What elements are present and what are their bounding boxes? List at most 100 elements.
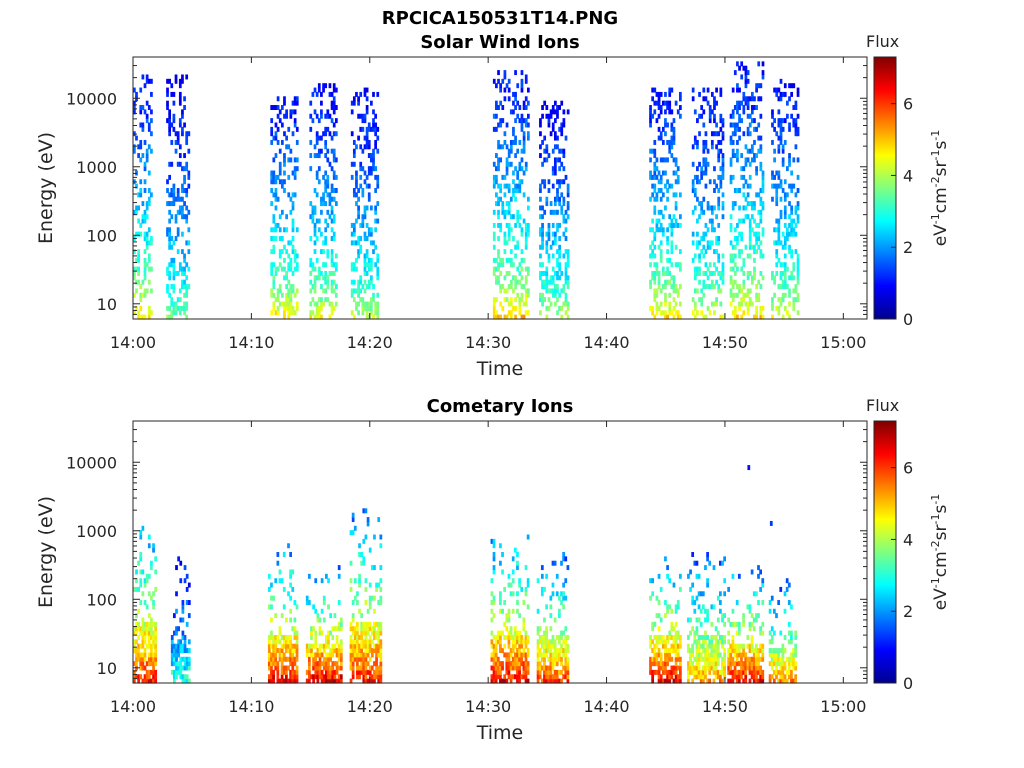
flux-cell (516, 600, 519, 605)
flux-cell (697, 652, 701, 658)
flux-cell (147, 188, 151, 193)
flux-cell (173, 630, 176, 636)
flux-cell (719, 126, 723, 132)
flux-cell (285, 639, 288, 645)
flux-cell (520, 122, 524, 128)
flux-cell (172, 257, 176, 263)
flux-cell (672, 170, 676, 176)
flux-cell (147, 573, 151, 579)
flux-cell (516, 665, 519, 671)
flux-cell (285, 144, 288, 150)
flux-cell (545, 648, 548, 654)
flux-cell (367, 305, 371, 311)
flux-cell (518, 297, 522, 303)
flux-cell (790, 270, 794, 276)
flux-cell (777, 174, 781, 180)
flux-cell (499, 196, 503, 202)
flux-cell (505, 626, 509, 632)
flux-cell (133, 310, 136, 316)
flux-cell (326, 253, 330, 259)
flux-cell (311, 297, 315, 303)
flux-cell (547, 305, 551, 311)
flux-cell (310, 674, 313, 680)
flux-cell (330, 100, 334, 106)
flux-cell (272, 678, 275, 684)
flux-cell (547, 222, 551, 228)
flux-cell (272, 262, 276, 268)
flux-cell (516, 240, 520, 246)
flux-cell (714, 639, 718, 645)
flux-cell (349, 621, 353, 627)
flux-cell (708, 270, 712, 276)
flux-cell (666, 236, 669, 241)
flux-cell (713, 118, 716, 124)
flux-cell (507, 188, 511, 193)
flux-cell (351, 512, 355, 518)
flux-cell (731, 148, 735, 154)
flux-cell (777, 310, 781, 316)
flux-cell (768, 674, 772, 680)
flux-cell (723, 634, 727, 640)
flux-cell (558, 253, 561, 259)
flux-cell (794, 209, 798, 215)
flux-cell (727, 669, 731, 675)
flux-cell (785, 669, 789, 675)
flux-cell (518, 661, 521, 667)
flux-cell (499, 118, 503, 124)
flux-cell (699, 669, 703, 675)
flux-cell (355, 192, 358, 198)
flux-cell (375, 630, 378, 636)
flux-cell (733, 643, 737, 649)
flux-cell (558, 669, 561, 675)
flux-cell (289, 608, 292, 614)
flux-cell (556, 297, 559, 303)
flux-cell (704, 565, 707, 571)
flux-cell (315, 135, 319, 141)
flux-cell (501, 608, 504, 614)
flux-cell (761, 652, 765, 658)
flux-cell (276, 634, 280, 640)
flux-cell (541, 161, 544, 167)
flux-cell (322, 288, 325, 294)
flux-cell (706, 240, 710, 246)
flux-cell (668, 139, 672, 145)
flux-cell (735, 661, 739, 667)
flux-cell (276, 665, 280, 671)
flux-cell (272, 595, 275, 601)
flux-cell (545, 639, 548, 645)
flux-cell (738, 249, 741, 255)
flux-cell (511, 656, 515, 662)
flux-cell (790, 91, 794, 97)
flux-cell (729, 266, 733, 272)
flux-cell (364, 678, 368, 684)
flux-cell (270, 630, 273, 636)
flux-cell (280, 301, 284, 307)
flux-cell (516, 560, 519, 566)
flux-cell (330, 284, 334, 290)
flux-cell (653, 166, 657, 172)
flux-cell (282, 552, 286, 557)
flux-cell (700, 105, 704, 110)
flux-cell (280, 634, 284, 640)
flux-cell (729, 179, 733, 185)
flux-cell (553, 231, 557, 237)
flux-cell (757, 292, 761, 298)
flux-cell (715, 100, 718, 106)
flux-cell (714, 626, 718, 632)
flux-cell (139, 600, 143, 605)
flux-cell (687, 674, 690, 680)
flux-cell (520, 257, 524, 263)
flux-cell (755, 105, 758, 110)
flux-cell (562, 109, 566, 115)
flux-cell (768, 661, 772, 667)
flux-cell (696, 196, 699, 202)
flux-cell (706, 608, 709, 614)
flux-cell (310, 643, 313, 649)
flux-cell (505, 83, 509, 89)
flux-cell (761, 227, 765, 233)
flux-cell (183, 665, 187, 671)
flux-cell (649, 643, 652, 649)
flux-cell (781, 262, 785, 268)
flux-cell (356, 661, 359, 667)
flux-cell (330, 105, 334, 110)
